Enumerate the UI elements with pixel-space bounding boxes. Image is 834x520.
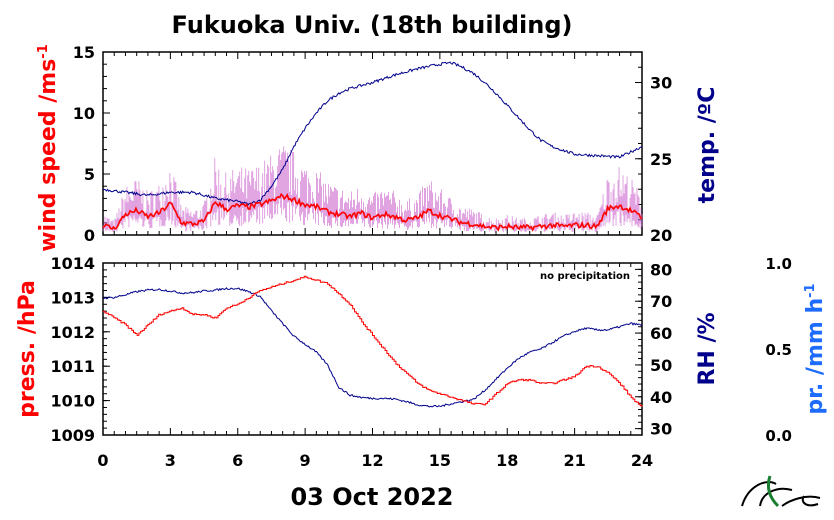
pressure-axis-title: press. /hPa xyxy=(15,280,40,418)
x-tick-label: 6 xyxy=(232,451,243,470)
rh-line xyxy=(102,287,643,408)
temp-axis-title: temp. /ºC xyxy=(695,87,720,204)
bottom-panel-series xyxy=(102,275,643,408)
date-label: 03 Oct 2022 xyxy=(290,483,453,511)
top-panel-series xyxy=(102,61,643,232)
y-tick-label: 0.0 xyxy=(765,427,792,445)
y-tick-label: 1009 xyxy=(50,426,95,445)
x-axis-ticks: 0 3 6 9 12 15 18 21 24 xyxy=(97,451,653,470)
y-tick-label: 15 xyxy=(73,43,95,62)
x-tick-label: 18 xyxy=(496,451,518,470)
x-tick-label: 15 xyxy=(429,451,451,470)
precip-axis-ticks: 0.0 0.5 1.0 xyxy=(765,255,792,445)
wind-axis-ticks: 0 5 10 15 xyxy=(73,43,110,245)
pressure-line xyxy=(103,275,643,407)
y-tick-label: 10 xyxy=(73,104,95,123)
y-tick-label: 70 xyxy=(650,292,672,311)
y-tick-label: 1010 xyxy=(50,392,95,411)
y-tick-label: 80 xyxy=(650,260,672,279)
y-tick-label: 1.0 xyxy=(765,255,792,273)
y-tick-label: 30 xyxy=(650,420,672,439)
temperature-line xyxy=(102,61,643,206)
y-tick-label: 1014 xyxy=(50,254,95,273)
y-tick-label: 60 xyxy=(650,324,672,343)
precip-note: no precipitation xyxy=(540,271,630,282)
x-tick-label: 24 xyxy=(631,451,653,470)
rh-axis-title: RH /% xyxy=(695,312,720,385)
x-tick-label: 3 xyxy=(165,451,176,470)
pressure-axis-ticks: 1009 1010 1011 1012 1013 1014 xyxy=(50,254,110,445)
temp-axis-ticks: 20 25 30 xyxy=(635,51,672,245)
y-tick-label: 0 xyxy=(84,226,95,245)
y-tick-label: 50 xyxy=(650,356,672,375)
y-tick-label: 1013 xyxy=(50,288,95,307)
y-tick-label: 1011 xyxy=(50,357,95,376)
y-tick-label: 30 xyxy=(650,74,672,93)
wind-speed-line xyxy=(102,192,643,232)
precip-axis-title: pr. /mm h-1 xyxy=(803,283,828,414)
bottom-panel-frame xyxy=(102,262,643,436)
chart-title: Fukuoka Univ. (18th building) xyxy=(172,11,573,39)
x-tick-label: 0 xyxy=(97,451,108,470)
wind-axis-title: wind speed /ms-1 xyxy=(36,44,61,252)
logo-icon xyxy=(741,475,821,508)
x-tick-label: 21 xyxy=(563,451,585,470)
y-tick-label: 1012 xyxy=(50,323,95,342)
y-tick-label: 40 xyxy=(650,388,672,407)
x-tick-label: 12 xyxy=(361,451,383,470)
y-tick-label: 25 xyxy=(650,150,672,169)
y-tick-label: 0.5 xyxy=(765,341,792,359)
y-tick-label: 20 xyxy=(650,226,672,245)
top-panel-ticks xyxy=(102,52,643,235)
y-tick-label: 5 xyxy=(84,165,95,184)
x-tick-label: 9 xyxy=(300,451,311,470)
bottom-panel-ticks xyxy=(102,263,643,435)
rh-axis-ticks: 30 40 50 60 70 80 xyxy=(635,260,672,439)
